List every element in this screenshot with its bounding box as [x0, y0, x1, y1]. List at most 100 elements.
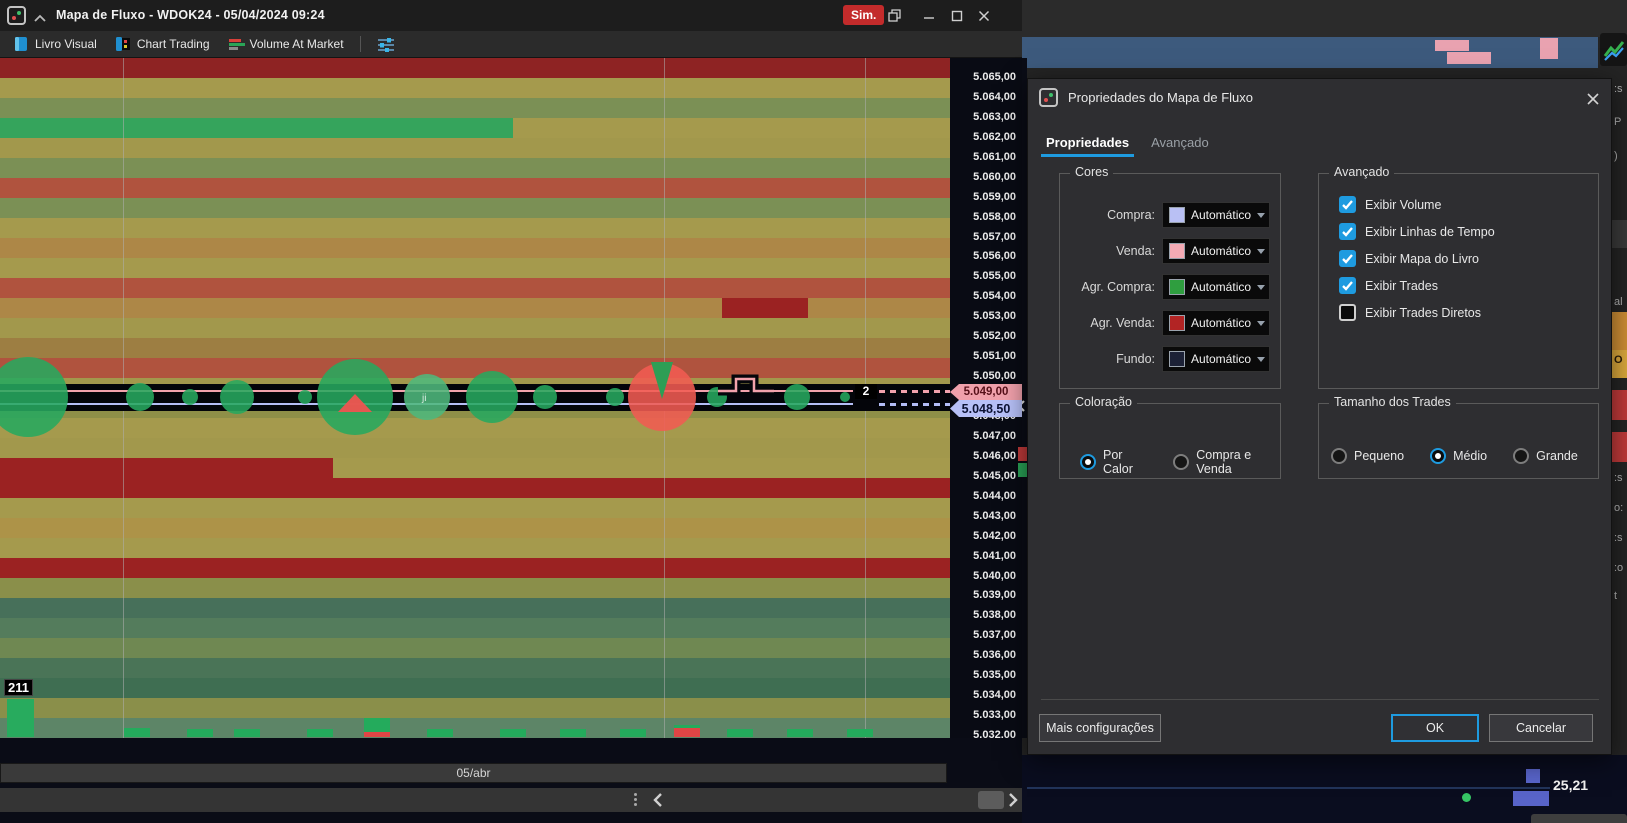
chevron-down-icon [1257, 248, 1266, 254]
checkbox-option[interactable]: Exibir Trades [1339, 277, 1495, 294]
price-step-outline [718, 374, 774, 396]
simulation-badge: Sim. [843, 5, 885, 25]
background-titlebar [1022, 0, 1627, 37]
checkbox-label: Exibir Mapa do Livro [1365, 251, 1479, 266]
radio-selected-icon[interactable] [1080, 454, 1096, 470]
collapse-chevron-icon[interactable] [33, 10, 47, 28]
restore-button[interactable] [884, 7, 904, 24]
volume-bars-icon [228, 36, 245, 52]
color-dropdown[interactable]: Automático [1162, 346, 1270, 372]
edge-red-block [1612, 390, 1627, 420]
radio-selected-icon[interactable] [1430, 448, 1447, 464]
price-axis-label: 5.065,00 [973, 71, 1016, 83]
ok-button[interactable]: OK [1391, 714, 1479, 742]
scrollbar-thumb[interactable] [978, 791, 1004, 809]
flow-map-chart[interactable]: ji 2 211 [0, 58, 950, 738]
volume-at-market-button[interactable]: Volume At Market [220, 33, 352, 56]
checkbox-checked-icon[interactable] [1339, 250, 1356, 267]
price-axis[interactable]: 5.065,00 5.064,00 5.063,00 5.062,00 5.061,00… [950, 58, 1022, 741]
close-dialog-icon[interactable] [1582, 88, 1604, 110]
color-swatch [1169, 207, 1185, 223]
cancel-button[interactable]: Cancelar [1489, 714, 1593, 742]
price-axis-label: 5.051,00 [973, 350, 1016, 363]
chart-trading-label: Chart Trading [136, 37, 210, 51]
coloring-group: Coloração Por Calor Compra e Venda [1059, 395, 1281, 479]
horizontal-scrollbar[interactable] [0, 788, 1022, 812]
radio-option[interactable]: Compra e Venda [1173, 448, 1280, 476]
flow-settings-button[interactable] [369, 33, 401, 56]
price-axis-label: 5.044,00 [973, 489, 1016, 502]
color-dropdown[interactable]: Automático [1162, 310, 1270, 336]
chart-trading-button[interactable]: Chart Trading [107, 33, 218, 56]
color-dropdown[interactable]: Automático [1162, 274, 1270, 300]
heatmap-row [0, 638, 950, 658]
radio-option[interactable]: Médio [1430, 448, 1487, 464]
color-dropdown[interactable]: Automático [1162, 238, 1270, 264]
dropdown-value: Automático [1191, 244, 1252, 258]
bubble-glyph: ji [421, 393, 426, 404]
trade-bubble [840, 392, 850, 402]
livro-visual-button[interactable]: Livro Visual [5, 33, 105, 56]
background-volume-block [1513, 791, 1549, 806]
sliders-icon [377, 36, 394, 52]
chevron-right-icon[interactable] [1007, 792, 1019, 813]
background-scroll-thumb[interactable] [1531, 814, 1627, 823]
liquidity-segment [0, 118, 513, 138]
radio-label: Pequeno [1354, 449, 1405, 463]
radio-label: Por Calor [1103, 448, 1133, 476]
radio-option[interactable]: Por Calor [1080, 448, 1149, 476]
background-text-fragment: :s [1614, 532, 1623, 544]
close-window-button[interactable] [974, 7, 994, 24]
dialog-divider [1041, 699, 1599, 700]
heatmap-row [0, 518, 950, 538]
price-axis-label: 5.041,00 [973, 549, 1016, 562]
background-text-fragment: P [1614, 116, 1622, 128]
more-settings-button[interactable]: Mais configurações [1039, 714, 1161, 742]
checkbox-option[interactable]: Exibir Linhas de Tempo [1339, 223, 1495, 240]
trade-bubble [784, 384, 810, 410]
checkbox-label: Exibir Linhas de Tempo [1365, 224, 1495, 239]
radio-unselected-icon[interactable] [1513, 448, 1530, 464]
trade-bubble [298, 390, 312, 404]
background-edge-strip: :s P) al O:s o::s:o t [1612, 68, 1627, 755]
checkbox-option[interactable]: Exibir Volume [1339, 196, 1495, 213]
heatmap-row [0, 658, 950, 678]
trend-icon[interactable] [1600, 33, 1627, 66]
price-axis-label: 5.052,00 [973, 330, 1016, 343]
maximize-button[interactable] [947, 7, 967, 24]
color-setting-label: Agr. Venda: [1090, 316, 1155, 330]
flow-map-dialog-icon [1039, 88, 1058, 107]
time-axis[interactable]: 05/abr [0, 763, 947, 783]
checkbox-option[interactable]: Exibir Trades Diretos [1339, 304, 1495, 321]
heatmap-row [0, 598, 950, 618]
trade-bubble [533, 385, 557, 409]
checkbox-label: Exibir Trades Diretos [1365, 305, 1482, 320]
trade-size-group: Tamanho dos Trades Pequeno Médio Grande [1318, 395, 1599, 479]
checkbox-checked-icon[interactable] [1339, 196, 1356, 213]
checkbox-option[interactable]: Exibir Mapa do Livro [1339, 250, 1495, 267]
radio-option[interactable]: Pequeno [1331, 448, 1404, 464]
price-axis-label: 5.054,00 [973, 290, 1016, 303]
radio-unselected-icon[interactable] [1173, 454, 1190, 470]
checkbox-checked-icon[interactable] [1339, 223, 1356, 240]
radio-option[interactable]: Grande [1513, 448, 1578, 464]
radio-unselected-icon[interactable] [1331, 448, 1347, 464]
tab-propriedades[interactable]: Propriedades [1040, 135, 1135, 157]
volume-bar-buy [847, 729, 873, 737]
window-gap [1022, 58, 1027, 738]
color-dropdown[interactable]: Automático [1162, 202, 1270, 228]
chevron-left-icon[interactable] [652, 792, 664, 813]
checkbox-checked-icon[interactable] [1339, 277, 1356, 294]
volume-bar-buy [234, 729, 260, 737]
price-axis-label: 5.061,00 [973, 150, 1016, 163]
price-axis-label: 5.055,00 [973, 270, 1016, 283]
minimize-button[interactable] [919, 7, 939, 24]
price-axis-label: 5.034,00 [973, 689, 1016, 702]
color-setting-label: Compra: [1107, 208, 1155, 222]
grip-icon[interactable] [634, 793, 637, 796]
price-axis-label: 5.040,00 [973, 569, 1016, 582]
background-text-fragment: O [1614, 354, 1623, 366]
checkbox-unchecked-icon[interactable] [1339, 304, 1356, 321]
titlebar[interactable]: Mapa de Fluxo - WDOK24 - 05/04/2024 09:2… [0, 0, 1022, 31]
tab-avancado[interactable]: Avançado [1151, 135, 1209, 150]
